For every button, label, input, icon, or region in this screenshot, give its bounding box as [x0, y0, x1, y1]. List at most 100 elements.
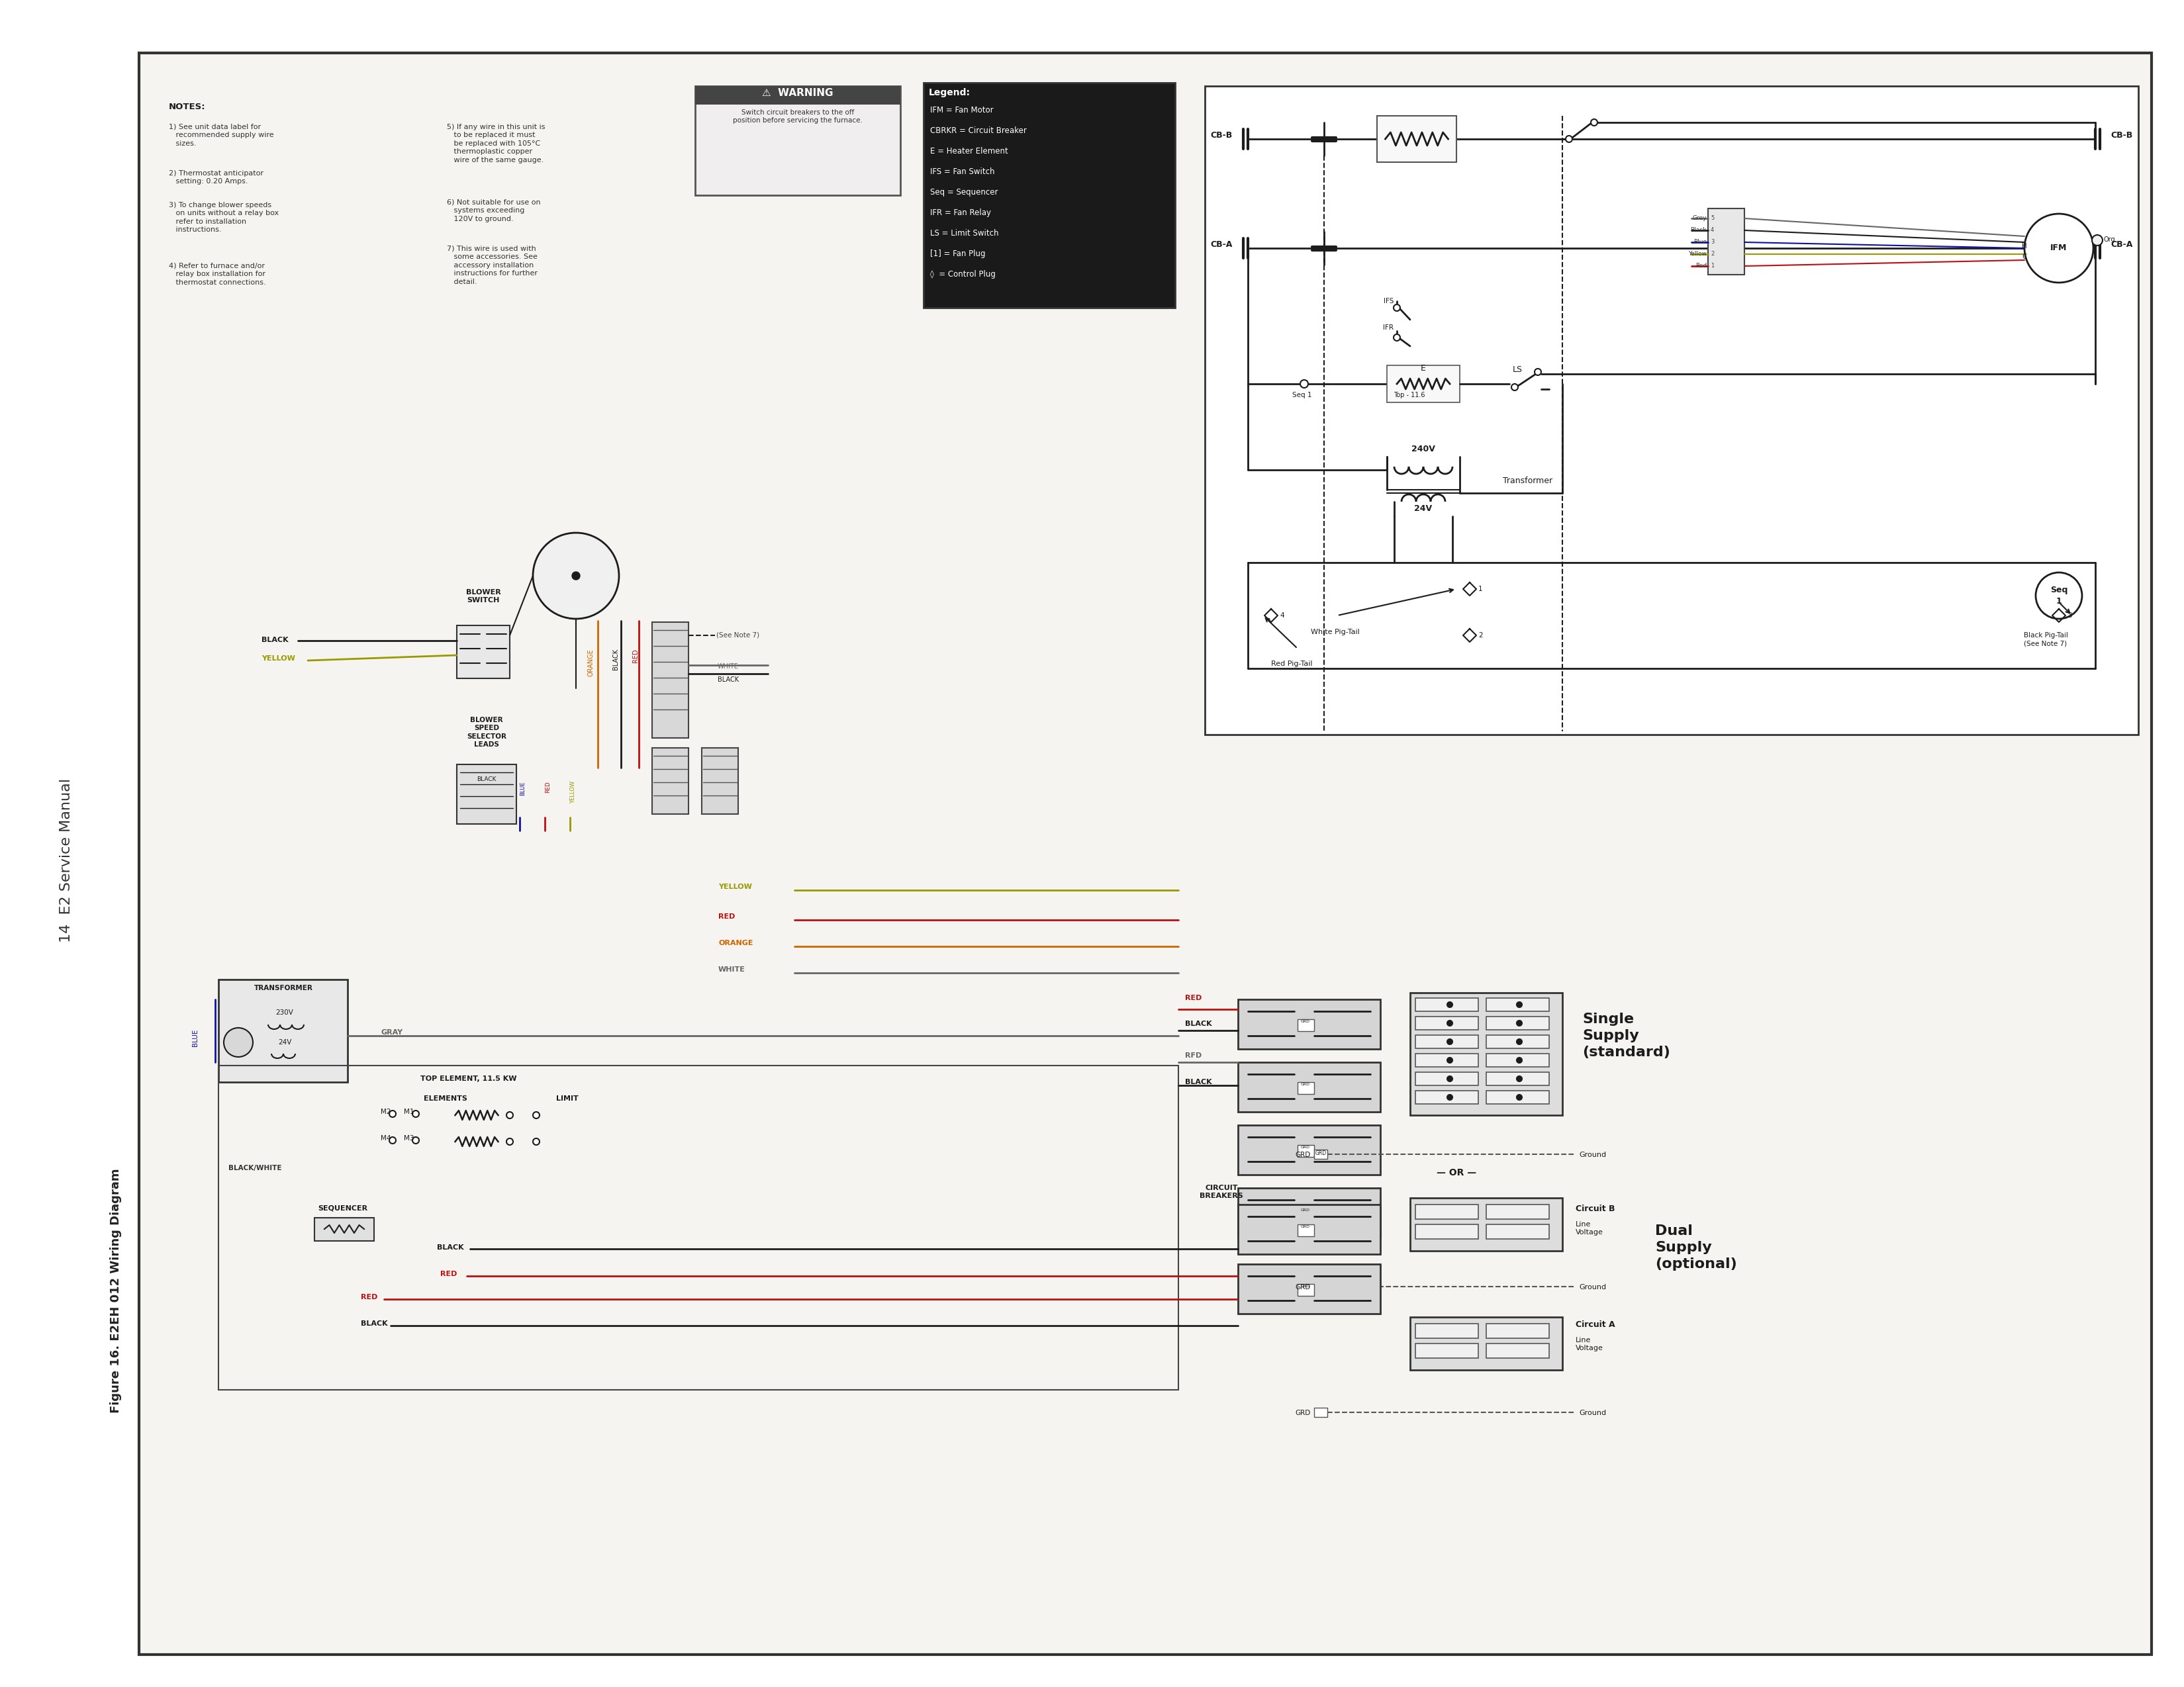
Text: — OR —: — OR — — [1437, 1167, 1476, 1178]
Bar — [1238, 1264, 1380, 1314]
Text: 3: 3 — [1710, 240, 1714, 245]
Text: 2: 2 — [1479, 633, 1483, 639]
Text: Ground: Ground — [1579, 1410, 1605, 1417]
Bar — [1487, 1073, 1548, 1085]
Text: C: C — [2022, 253, 2027, 260]
Text: ⚠  WARNING: ⚠ WARNING — [762, 88, 834, 98]
Text: GRD: GRD — [1302, 1083, 1310, 1086]
Text: Ground: Ground — [1579, 1284, 1605, 1291]
Text: GRD: GRD — [1302, 1145, 1310, 1149]
Text: 1) See unit data label for
   recommended supply wire
   sizes.: 1) See unit data label for recommended s… — [168, 123, 273, 147]
Text: WHITE: WHITE — [719, 967, 745, 973]
Bar — [695, 86, 900, 196]
Text: Seq
1: Seq 1 — [2051, 585, 2068, 606]
Text: BLACK: BLACK — [437, 1245, 463, 1250]
Bar — [1487, 1036, 1548, 1048]
Text: YELLOW: YELLOW — [262, 655, 295, 661]
Text: 5) If any wire in this unit is
   to be replaced it must
   be replaced with 105: 5) If any wire in this unit is to be rep… — [448, 123, 546, 164]
Text: ◊  = Control Plug: ◊ = Control Plug — [930, 270, 996, 278]
Text: Ground: Ground — [1579, 1152, 1605, 1159]
Circle shape — [389, 1137, 395, 1144]
Bar — [1387, 366, 1459, 403]
Circle shape — [1516, 1002, 1522, 1007]
Text: 230V: 230V — [275, 1009, 293, 1016]
Text: BLUE: BLUE — [192, 1029, 199, 1046]
Text: [1] = Fan Plug: [1] = Fan Plug — [930, 250, 985, 258]
Circle shape — [1448, 1002, 1452, 1007]
Bar — [456, 626, 509, 678]
Text: E: E — [1422, 364, 1426, 373]
Text: CIRCUIT
BREAKERS: CIRCUIT BREAKERS — [1199, 1184, 1243, 1199]
Circle shape — [1516, 1021, 1522, 1026]
Text: GRD: GRD — [1295, 1284, 1310, 1291]
Text: 24V: 24V — [1415, 504, 1433, 513]
Circle shape — [1516, 1058, 1522, 1063]
Bar — [1415, 999, 1479, 1011]
Circle shape — [533, 533, 618, 619]
Circle shape — [413, 1110, 419, 1117]
Bar — [1315, 1149, 1328, 1159]
Text: GRD: GRD — [1302, 1021, 1310, 1024]
Text: GRAY: GRAY — [380, 1029, 402, 1036]
Text: Seq = Sequencer: Seq = Sequencer — [930, 187, 998, 197]
Text: 1: 1 — [1479, 585, 1483, 592]
Bar — [1487, 1343, 1548, 1358]
Bar — [218, 980, 347, 1081]
Text: IFM: IFM — [2051, 245, 2068, 253]
Bar — [1238, 1125, 1380, 1174]
Bar — [1206, 86, 2138, 734]
Text: M3: M3 — [404, 1135, 415, 1142]
Text: GRD: GRD — [1295, 1410, 1310, 1417]
Circle shape — [533, 1139, 539, 1145]
Text: RED: RED — [441, 1270, 456, 1277]
Text: Transformer: Transformer — [1503, 476, 1553, 486]
Text: BLACK: BLACK — [1186, 1021, 1212, 1027]
Text: 4: 4 — [1710, 228, 1714, 233]
Text: 14  E2 Service Manual: 14 E2 Service Manual — [59, 778, 72, 943]
Text: GRD: GRD — [1295, 1152, 1310, 1159]
Bar — [924, 83, 1175, 307]
Bar — [1487, 1054, 1548, 1066]
Text: M2: M2 — [380, 1108, 391, 1115]
Text: TRANSFORMER: TRANSFORMER — [253, 985, 312, 992]
Bar — [1238, 1188, 1380, 1238]
Text: RED: RED — [360, 1294, 378, 1301]
Text: CB-A: CB-A — [1210, 240, 1232, 250]
Bar — [1238, 999, 1380, 1049]
Circle shape — [533, 1112, 539, 1118]
Text: BLACK/WHITE: BLACK/WHITE — [229, 1164, 282, 1171]
Circle shape — [2092, 234, 2103, 246]
Bar — [1708, 209, 1745, 275]
Text: LS = Limit Switch: LS = Limit Switch — [930, 229, 998, 238]
Text: LIMIT: LIMIT — [557, 1095, 579, 1102]
Bar — [1415, 1343, 1479, 1358]
Text: Top - 11.6: Top - 11.6 — [1393, 391, 1424, 398]
Bar — [1238, 1205, 1380, 1253]
Bar — [1297, 1145, 1315, 1157]
Text: ORANGE: ORANGE — [719, 940, 753, 946]
Text: IFR = Fan Relay: IFR = Fan Relay — [930, 209, 992, 218]
Bar — [1297, 1208, 1315, 1220]
Text: BLACK: BLACK — [1186, 1078, 1212, 1085]
Bar — [456, 764, 515, 823]
Text: BLACK: BLACK — [360, 1321, 389, 1328]
Bar — [1415, 1205, 1479, 1220]
Circle shape — [1516, 1095, 1522, 1100]
Bar — [1415, 1091, 1479, 1103]
Text: Line
Voltage: Line Voltage — [1575, 1336, 1603, 1351]
Circle shape — [1516, 1039, 1522, 1044]
Text: YELLOW: YELLOW — [719, 884, 751, 891]
Bar — [1487, 1205, 1548, 1220]
Bar — [653, 623, 688, 737]
Text: Yellow: Yellow — [1688, 251, 1706, 256]
Text: Line
Voltage: Line Voltage — [1575, 1221, 1603, 1237]
Text: 5: 5 — [1710, 216, 1714, 221]
Text: GRD: GRD — [1302, 1284, 1310, 1287]
Text: ORANGE: ORANGE — [587, 648, 594, 676]
Bar — [701, 747, 738, 815]
Circle shape — [1448, 1076, 1452, 1081]
Text: BLACK: BLACK — [719, 676, 738, 683]
Bar — [1297, 1284, 1315, 1296]
Text: 6) Not suitable for use on
   systems exceeding
   120V to ground.: 6) Not suitable for use on systems excee… — [448, 199, 542, 223]
Text: SEQUENCER: SEQUENCER — [317, 1205, 367, 1211]
